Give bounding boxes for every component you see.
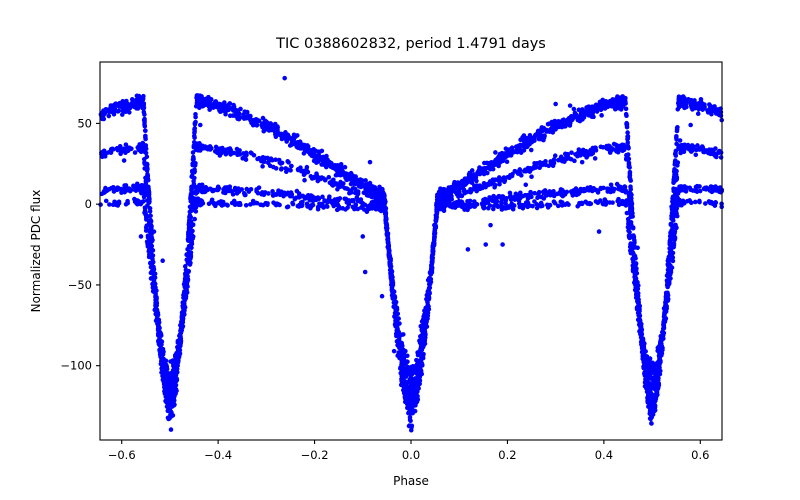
x-axis-label: Phase [393, 474, 429, 488]
y-tick-label: 0 [85, 197, 92, 211]
x-tick-label: −0.2 [301, 448, 329, 462]
y-tick-label: −100 [60, 359, 92, 373]
y-axis-ticks: 50 0 −50 −100 [60, 116, 100, 373]
x-tick-label: −0.4 [204, 448, 232, 462]
y-tick-label: 50 [77, 116, 92, 130]
plot-title: TIC 0388602832, period 1.4791 days [275, 36, 546, 52]
x-axis-ticks: −0.6 −0.4 −0.2 0.0 0.2 0.4 0.6 [108, 440, 709, 462]
y-tick-label: −50 [68, 278, 92, 292]
x-tick-label: 0.0 [402, 448, 420, 462]
x-tick-label: 0.4 [595, 448, 613, 462]
y-axis-label: Normalized PDC flux [29, 190, 43, 313]
x-tick-label: 0.2 [498, 448, 516, 462]
x-tick-label: 0.6 [691, 448, 709, 462]
x-tick-label: −0.6 [108, 448, 136, 462]
